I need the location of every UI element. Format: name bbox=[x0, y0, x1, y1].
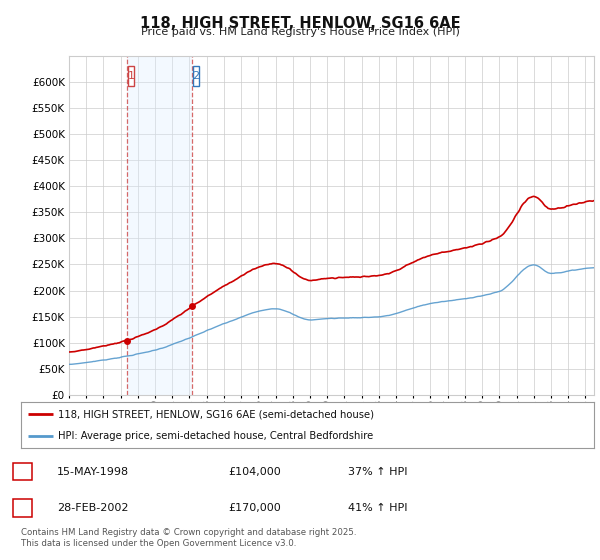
Text: 1: 1 bbox=[19, 465, 26, 478]
FancyBboxPatch shape bbox=[128, 67, 134, 86]
FancyBboxPatch shape bbox=[193, 67, 199, 86]
Bar bbox=[127, 56, 192, 395]
Text: Price paid vs. HM Land Registry's House Price Index (HPI): Price paid vs. HM Land Registry's House … bbox=[140, 27, 460, 37]
Text: 37% ↑ HPI: 37% ↑ HPI bbox=[348, 466, 407, 477]
Text: Contains HM Land Registry data © Crown copyright and database right 2025.
This d: Contains HM Land Registry data © Crown c… bbox=[21, 528, 356, 548]
Text: £170,000: £170,000 bbox=[228, 503, 281, 513]
Text: 41% ↑ HPI: 41% ↑ HPI bbox=[348, 503, 407, 513]
Text: 2: 2 bbox=[19, 501, 26, 515]
Text: £104,000: £104,000 bbox=[228, 466, 281, 477]
Text: 1: 1 bbox=[127, 71, 134, 81]
Text: 2: 2 bbox=[193, 71, 200, 81]
Text: 15-MAY-1998: 15-MAY-1998 bbox=[57, 466, 129, 477]
Text: HPI: Average price, semi-detached house, Central Bedfordshire: HPI: Average price, semi-detached house,… bbox=[58, 431, 373, 441]
Text: 118, HIGH STREET, HENLOW, SG16 6AE: 118, HIGH STREET, HENLOW, SG16 6AE bbox=[140, 16, 460, 31]
Text: 118, HIGH STREET, HENLOW, SG16 6AE (semi-detached house): 118, HIGH STREET, HENLOW, SG16 6AE (semi… bbox=[58, 409, 374, 419]
Text: 28-FEB-2002: 28-FEB-2002 bbox=[57, 503, 128, 513]
